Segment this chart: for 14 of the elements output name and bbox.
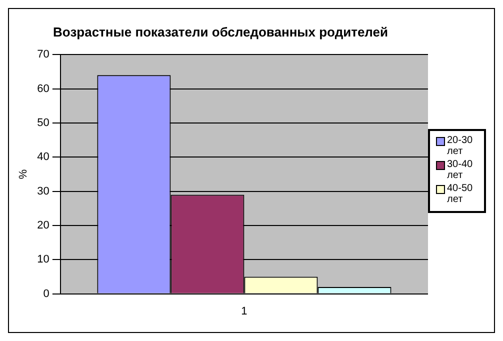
legend-label: 40-50 лет [447, 182, 474, 204]
y-tick-label: 70 [37, 48, 50, 60]
y-tick-label: 60 [37, 82, 50, 94]
legend-label: 20-30 лет [447, 134, 474, 156]
y-tick-label: 0 [43, 287, 50, 300]
y-tick-label: 40 [37, 150, 50, 163]
y-tick-label: 10 [37, 253, 50, 266]
y-axis-title: % [18, 168, 30, 179]
y-tick-label: 50 [37, 116, 50, 128]
chart-title: Возрастные показатели обследованных родителей [53, 24, 388, 39]
x-tick-label: 1 [241, 304, 248, 317]
y-tick-label: 30 [37, 184, 50, 197]
legend-label: 30-40 лет [447, 158, 474, 180]
y-tick-label: 20 [37, 218, 50, 231]
